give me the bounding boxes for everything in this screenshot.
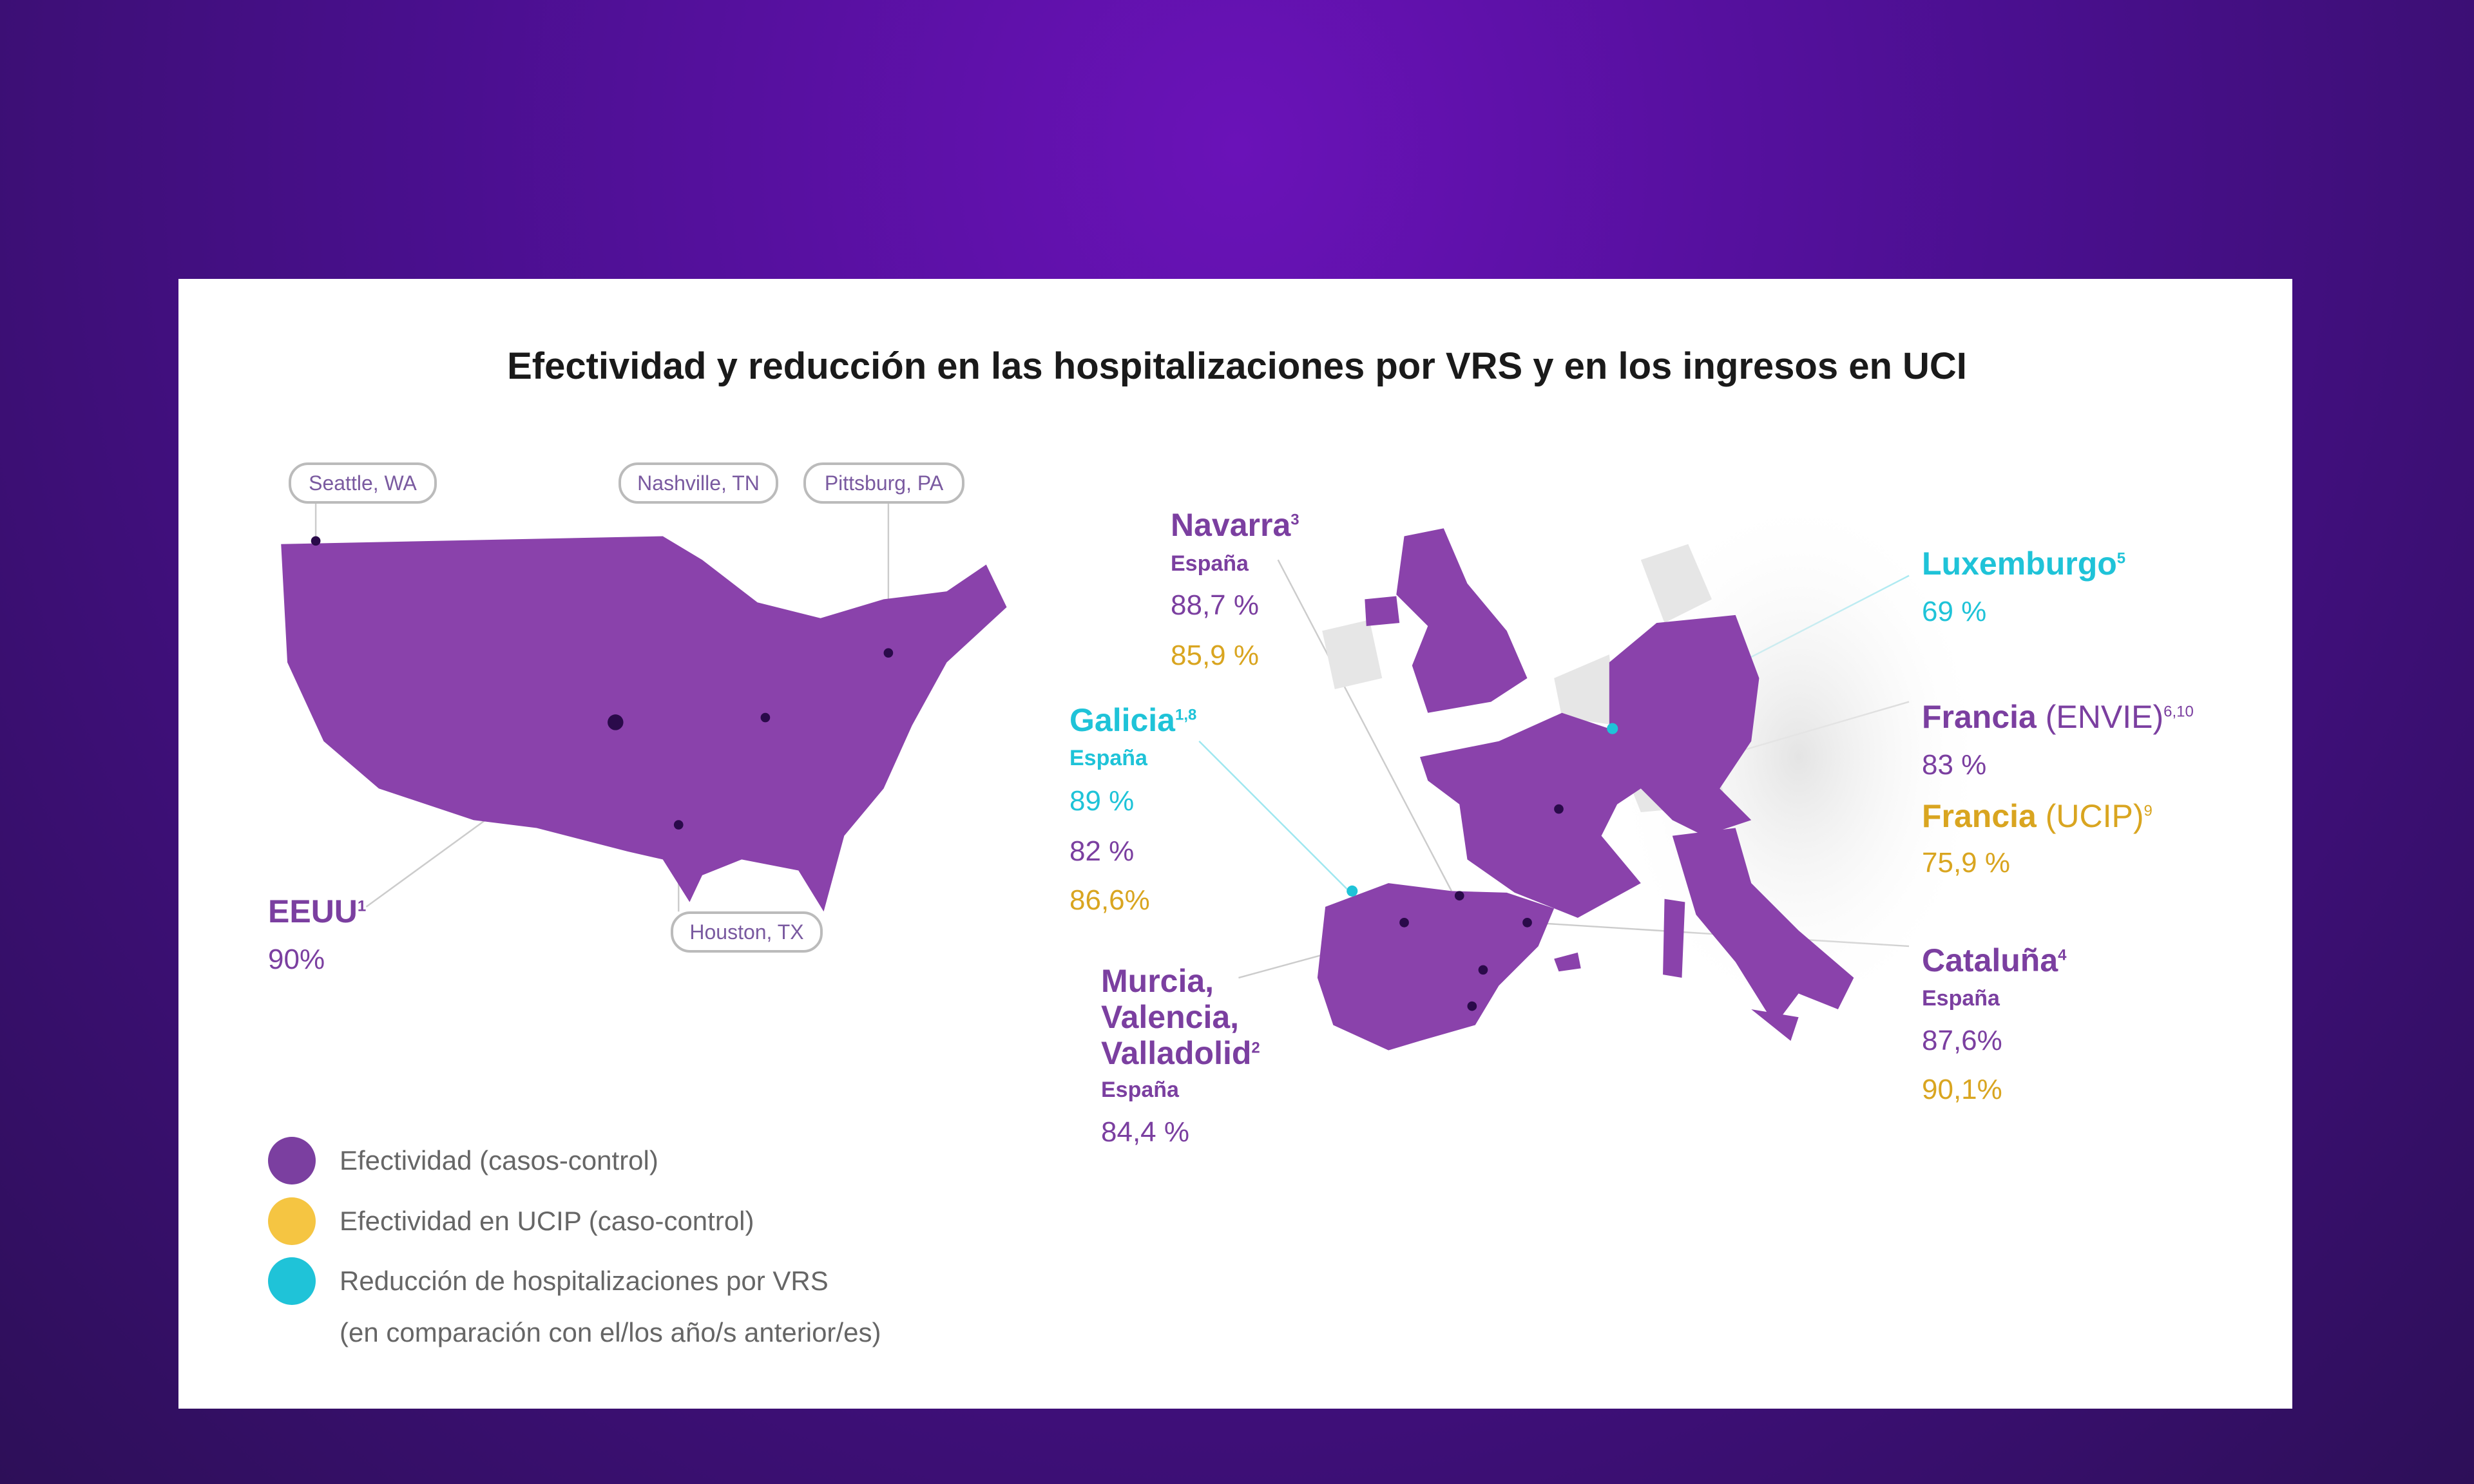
city-dots [311,536,1564,1011]
galicia-country: España [1069,746,1147,770]
usa-map [281,536,1007,912]
murcia-effectiveness: 84,4 % [1101,1116,1189,1148]
murcia-label-line3: Valladolid2 [1101,1035,1260,1071]
luxemburgo-reduction: 69 % [1922,596,1987,627]
usa-value: 90% [268,944,325,975]
uk-map [1396,528,1528,713]
legend-picu-label: Efectividad en UCIP (caso-control) [340,1206,754,1236]
cataluna-effectiveness: 87,6% [1922,1025,2002,1056]
francia-ucip-value: 75,9 % [1922,847,2010,879]
legend-reduction-swatch [268,1257,316,1305]
city-label-houston: Houston, TX [671,911,823,953]
francia-envie-value: 83 % [1922,749,1987,781]
legend-effectiveness-swatch [268,1137,316,1184]
legend-effectiveness-label: Efectividad (casos-control) [340,1145,658,1175]
galicia-effectiveness: 82 % [1069,835,1135,867]
navarra-effectiveness: 88,7 % [1171,589,1259,621]
murcia-label-line2: Valencia, [1101,999,1240,1035]
cataluna-picu: 90,1% [1922,1074,2002,1105]
city-label-seattle: Seattle, WA [289,462,437,504]
spain-map [1317,883,1555,1051]
city-label-nashville: Nashville, TN [618,462,778,504]
galicia-reduction: 89 % [1069,785,1135,817]
cataluna-label: Cataluña4 [1922,942,2067,978]
francia-envie-label: Francia (ENVIE)6,10 [1922,699,2194,735]
navarra-picu: 85,9 % [1171,640,1259,671]
cataluna-country: España [1922,986,2000,1011]
navarra-label: Navarra3 [1171,507,1299,543]
france-germany-map [1420,614,1760,918]
legend-reduction-note: (en comparación con el/los año/s anterio… [340,1317,881,1347]
italy-map [1672,828,1854,1025]
navarra-country: España [1171,551,1249,576]
galicia-label: Galicia1,8 [1069,702,1197,738]
map-shapes [281,528,1854,1051]
galicia-picu: 86,6% [1069,884,1150,916]
francia-ucip-label: Francia (UCIP)9 [1922,798,2153,834]
murcia-country: España [1101,1078,1179,1102]
reduction-dots [1347,723,1618,897]
city-label-pittsburg: Pittsburg, PA [803,462,964,504]
page-title: Efectividad y reducción en las hospitali… [507,345,1967,387]
murcia-label-line1: Murcia, [1101,963,1214,999]
usa-label: EEUU1 [268,893,367,929]
luxemburgo-label: Luxemburgo5 [1922,546,2126,582]
legend-picu-swatch [268,1197,316,1245]
legend-reduction-label: Reducción de hospitalizaciones por VRS [340,1266,829,1296]
